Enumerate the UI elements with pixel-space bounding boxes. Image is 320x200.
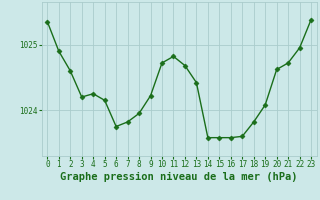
X-axis label: Graphe pression niveau de la mer (hPa): Graphe pression niveau de la mer (hPa) <box>60 172 298 182</box>
